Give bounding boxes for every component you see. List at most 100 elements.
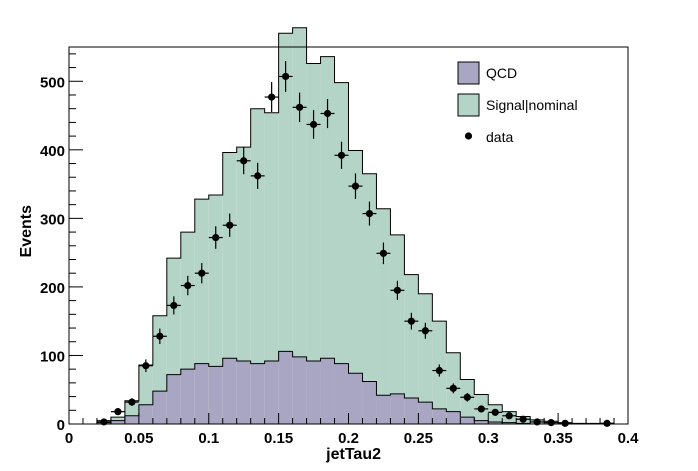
data-point — [110, 408, 125, 416]
data-point — [460, 392, 475, 402]
data-marker — [449, 384, 457, 392]
data-marker — [212, 233, 220, 242]
signal-bin — [124, 400, 139, 416]
data-point — [124, 398, 139, 406]
y-tick-label: 500 — [40, 74, 65, 91]
x-tick-label: 0.25 — [404, 430, 433, 447]
signal-bin — [250, 108, 265, 364]
data-point — [334, 141, 349, 169]
data-point — [166, 296, 181, 315]
data-point — [236, 147, 251, 175]
signal-bin — [180, 232, 195, 370]
data-point — [600, 419, 615, 427]
x-tick-label: 0.1 — [198, 430, 219, 447]
signal-bin — [138, 365, 153, 405]
legend-entry: Signal|nominal — [457, 93, 578, 117]
legend-marker — [464, 132, 473, 140]
signal-bin — [390, 234, 405, 394]
data-point — [264, 82, 279, 113]
signal-bin — [334, 82, 349, 364]
qcd-bin — [502, 422, 517, 424]
qcd-bin — [208, 366, 223, 424]
data-marker — [547, 419, 555, 427]
qcd-bin — [166, 374, 181, 424]
data-marker — [128, 398, 136, 406]
y-tick-label: 200 — [40, 280, 65, 297]
qcd-bin — [180, 369, 195, 424]
data-marker — [268, 93, 276, 101]
x-tick-label: 0 — [65, 430, 73, 447]
legend-entry: data — [464, 129, 513, 145]
qcd-bin — [138, 404, 153, 424]
y-tick-label: 0 — [57, 417, 65, 434]
legend-label: Signal|nominal — [486, 97, 578, 113]
y-tick-label: 400 — [40, 143, 65, 160]
qcd-bin — [460, 417, 475, 424]
legend: QCD Signal|nominal data — [457, 61, 578, 145]
data-marker — [254, 172, 262, 180]
data-marker — [435, 366, 443, 375]
signal-bin — [306, 63, 321, 361]
x-tick-label: 0.3 — [478, 430, 499, 447]
data-point — [278, 61, 293, 92]
data-point — [390, 280, 405, 300]
signal-bin — [222, 152, 237, 359]
qcd-bin — [236, 360, 251, 424]
qcd-bin — [474, 420, 489, 424]
signal-bin — [152, 315, 167, 392]
signal-bin — [376, 208, 391, 396]
qcd-bin — [432, 408, 447, 424]
signal-bin — [208, 195, 223, 367]
x-tick-label: 0.35 — [544, 430, 573, 447]
data-point — [418, 322, 433, 339]
legend-label: data — [486, 129, 513, 145]
data-point — [194, 263, 209, 284]
data-marker — [226, 221, 234, 229]
legend-swatch — [457, 93, 480, 117]
y-tick-label: 100 — [40, 348, 65, 365]
signal-bin — [278, 33, 293, 352]
data-marker — [505, 412, 513, 420]
qcd-bin — [390, 393, 405, 424]
x-tick-label: 0.05 — [124, 430, 153, 447]
data-point — [502, 412, 517, 420]
data-point — [488, 408, 503, 416]
qcd-bin — [152, 391, 167, 424]
data-point — [376, 242, 391, 265]
data-marker — [142, 362, 150, 370]
y-tick-labels: 0 100 200 300 400 500 — [40, 74, 65, 434]
data-point — [362, 201, 377, 226]
qcd-bin — [110, 420, 125, 424]
data-point — [474, 405, 489, 413]
y-axis-title: Events — [18, 205, 35, 258]
legend-label: QCD — [486, 65, 517, 81]
signal-bin — [320, 56, 335, 359]
data-point — [208, 226, 223, 249]
data-point — [348, 173, 363, 199]
data-marker — [198, 269, 206, 277]
data-marker — [421, 327, 429, 335]
signal-bin — [264, 112, 279, 361]
signal-bin — [292, 27, 307, 357]
data-point — [516, 415, 531, 423]
data-point — [306, 110, 321, 139]
qcd-bin — [418, 402, 433, 424]
data-marker — [114, 408, 122, 416]
data-marker — [519, 415, 527, 423]
data-point — [292, 92, 307, 123]
signal-bin — [236, 147, 251, 361]
data-point — [432, 364, 447, 377]
signal-bin — [348, 150, 363, 374]
data-point — [404, 312, 419, 330]
signal-bin — [418, 293, 433, 403]
signal-bin — [404, 274, 419, 398]
qcd-bin — [264, 360, 279, 424]
stacked-fills — [96, 27, 615, 424]
qcd-bin — [362, 381, 377, 424]
data-point — [250, 162, 265, 189]
qcd-bin — [124, 415, 139, 424]
data-marker — [282, 72, 290, 81]
data-marker — [393, 286, 402, 294]
axis-ticks — [68, 53, 629, 425]
